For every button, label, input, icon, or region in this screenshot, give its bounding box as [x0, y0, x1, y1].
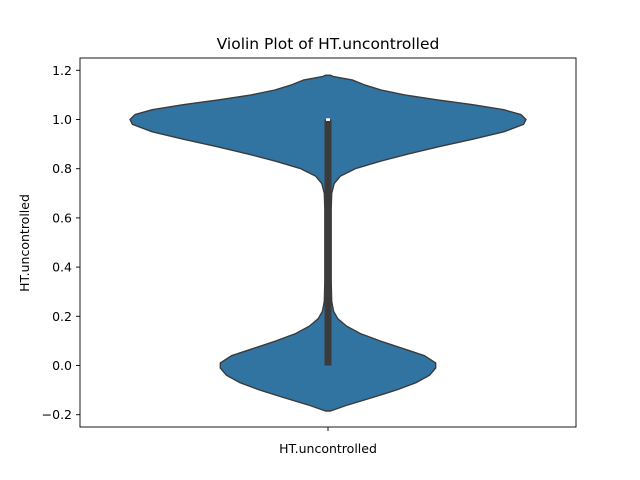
violin-median: [326, 118, 330, 121]
y-tick-label: 1.2: [52, 63, 72, 78]
plot-area: [129, 74, 527, 412]
y-axis-label: HT.uncontrolled: [17, 194, 32, 292]
y-tick-label: 1.0: [52, 112, 72, 127]
y-tick-label: 0.0: [52, 358, 72, 373]
y-tick-label: 0.6: [52, 210, 72, 225]
y-tick-label: 0.8: [52, 161, 72, 176]
x-axis: HT.uncontrolled: [279, 427, 377, 456]
y-tick-label: −0.2: [42, 407, 72, 422]
chart-title: Violin Plot of HT.uncontrolled: [217, 35, 440, 53]
y-tick-label: 0.4: [52, 260, 72, 275]
y-axis: −0.2 0.0 0.2 0.4 0.6 0.8 1.0 1.2: [42, 63, 80, 422]
x-tick-label: HT.uncontrolled: [279, 441, 377, 456]
y-tick-label: 0.2: [52, 309, 72, 324]
